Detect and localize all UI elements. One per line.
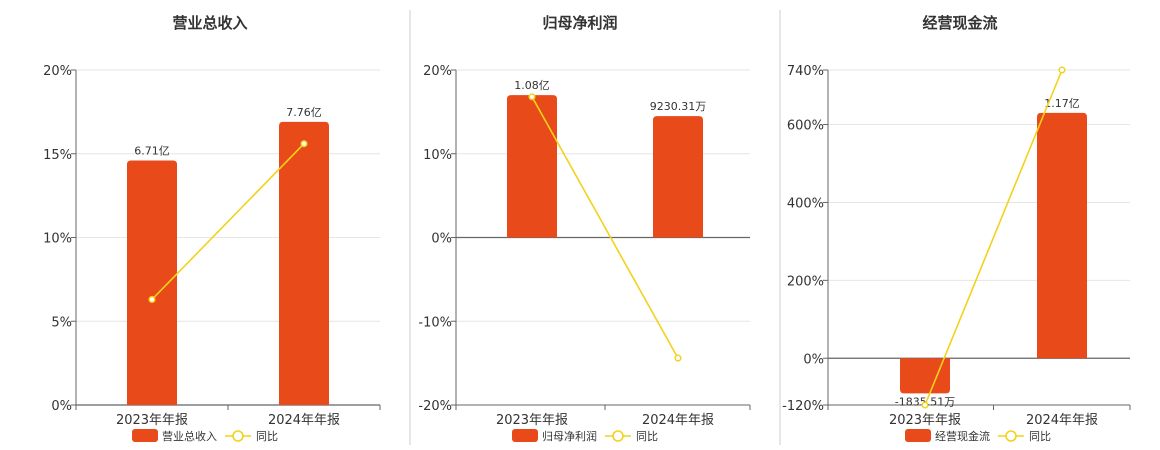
legend-line-marker xyxy=(232,430,244,442)
legend-bar-label: 经营现金流 xyxy=(935,429,990,443)
legend-bar-swatch xyxy=(512,429,538,442)
yoy-line xyxy=(531,96,679,359)
category-label: 2023年年报 xyxy=(116,413,188,428)
y-tick-label: 20% xyxy=(43,64,72,79)
y-tick-label: 400% xyxy=(787,196,824,211)
bar xyxy=(653,116,703,238)
y-tick-label: 600% xyxy=(787,119,824,134)
yoy-point xyxy=(674,354,682,362)
y-tick-label: 10% xyxy=(423,148,452,163)
chart-panel-3: 经营现金流-120%0%200%400%600%740%-1835.51万1.1… xyxy=(782,14,1131,443)
data-label: 1.17亿 xyxy=(1044,97,1080,110)
yoy-line xyxy=(151,143,305,301)
legend: 经营现金流 同比 xyxy=(905,429,1051,443)
bar xyxy=(279,121,329,406)
yoy-line xyxy=(924,69,1063,406)
chart-panel-1: 营业总收入 0% 5% 10% 15% 20% 6.71亿 7.76亿 2023年年报 2024年… xyxy=(43,14,381,443)
chart-panel-2: 归母净利润 -20% -10% 0% 10% 20% 1.08亿 9230.31万 2023年年… xyxy=(418,14,751,443)
legend-line-label: 同比 xyxy=(636,430,658,443)
yoy-point xyxy=(528,93,536,101)
category-label: 2024年年报 xyxy=(1026,413,1098,428)
legend: 营业总收入 同比 xyxy=(132,429,278,443)
chart-title: 营业总收入 xyxy=(172,14,247,32)
yoy-point xyxy=(148,295,156,304)
legend: 归母净利润 同比 xyxy=(512,429,658,443)
y-tick-label: 200% xyxy=(787,274,824,289)
data-label: 6.71亿 xyxy=(134,144,170,157)
yoy-point xyxy=(300,140,308,148)
legend-line-label: 同比 xyxy=(256,430,278,443)
y-tick-label: 0% xyxy=(431,232,452,247)
y-tick-label: 0% xyxy=(51,399,72,414)
legend-line-marker xyxy=(612,430,624,442)
data-label: 7.76亿 xyxy=(286,106,322,119)
legend-line-label: 同比 xyxy=(1029,430,1051,443)
y-tick-label: 0% xyxy=(803,352,824,367)
legend-bar-label: 归母净利润 xyxy=(542,429,597,443)
bar xyxy=(507,95,557,238)
category-label: 2023年年报 xyxy=(889,413,961,428)
legend-bar-swatch xyxy=(132,429,158,442)
y-tick-label: 20% xyxy=(423,64,452,79)
y-tick-label: 740% xyxy=(787,64,824,79)
yoy-point xyxy=(921,401,929,409)
y-tick-label: -20% xyxy=(418,399,452,414)
chart-title: 归母净利润 xyxy=(542,14,617,32)
data-label: 1.08亿 xyxy=(514,79,550,92)
y-tick-label: 10% xyxy=(43,232,72,247)
y-tick-label: 15% xyxy=(43,148,72,163)
y-tick-label: 5% xyxy=(51,315,72,330)
legend-line-marker xyxy=(1005,430,1017,442)
bar xyxy=(1037,112,1087,359)
chart-title: 经营现金流 xyxy=(922,14,997,32)
category-label: 2024年年报 xyxy=(268,413,340,428)
legend-bar-label: 营业总收入 xyxy=(162,429,217,443)
bar xyxy=(127,160,177,405)
legend-bar-swatch xyxy=(905,429,931,442)
bar xyxy=(900,358,950,394)
yoy-point xyxy=(1058,66,1066,74)
y-tick-label: -120% xyxy=(782,399,824,414)
category-label: 2024年年报 xyxy=(642,413,714,428)
category-label: 2023年年报 xyxy=(496,413,568,428)
data-label: 9230.31万 xyxy=(650,100,707,113)
y-tick-label: -10% xyxy=(418,315,452,330)
